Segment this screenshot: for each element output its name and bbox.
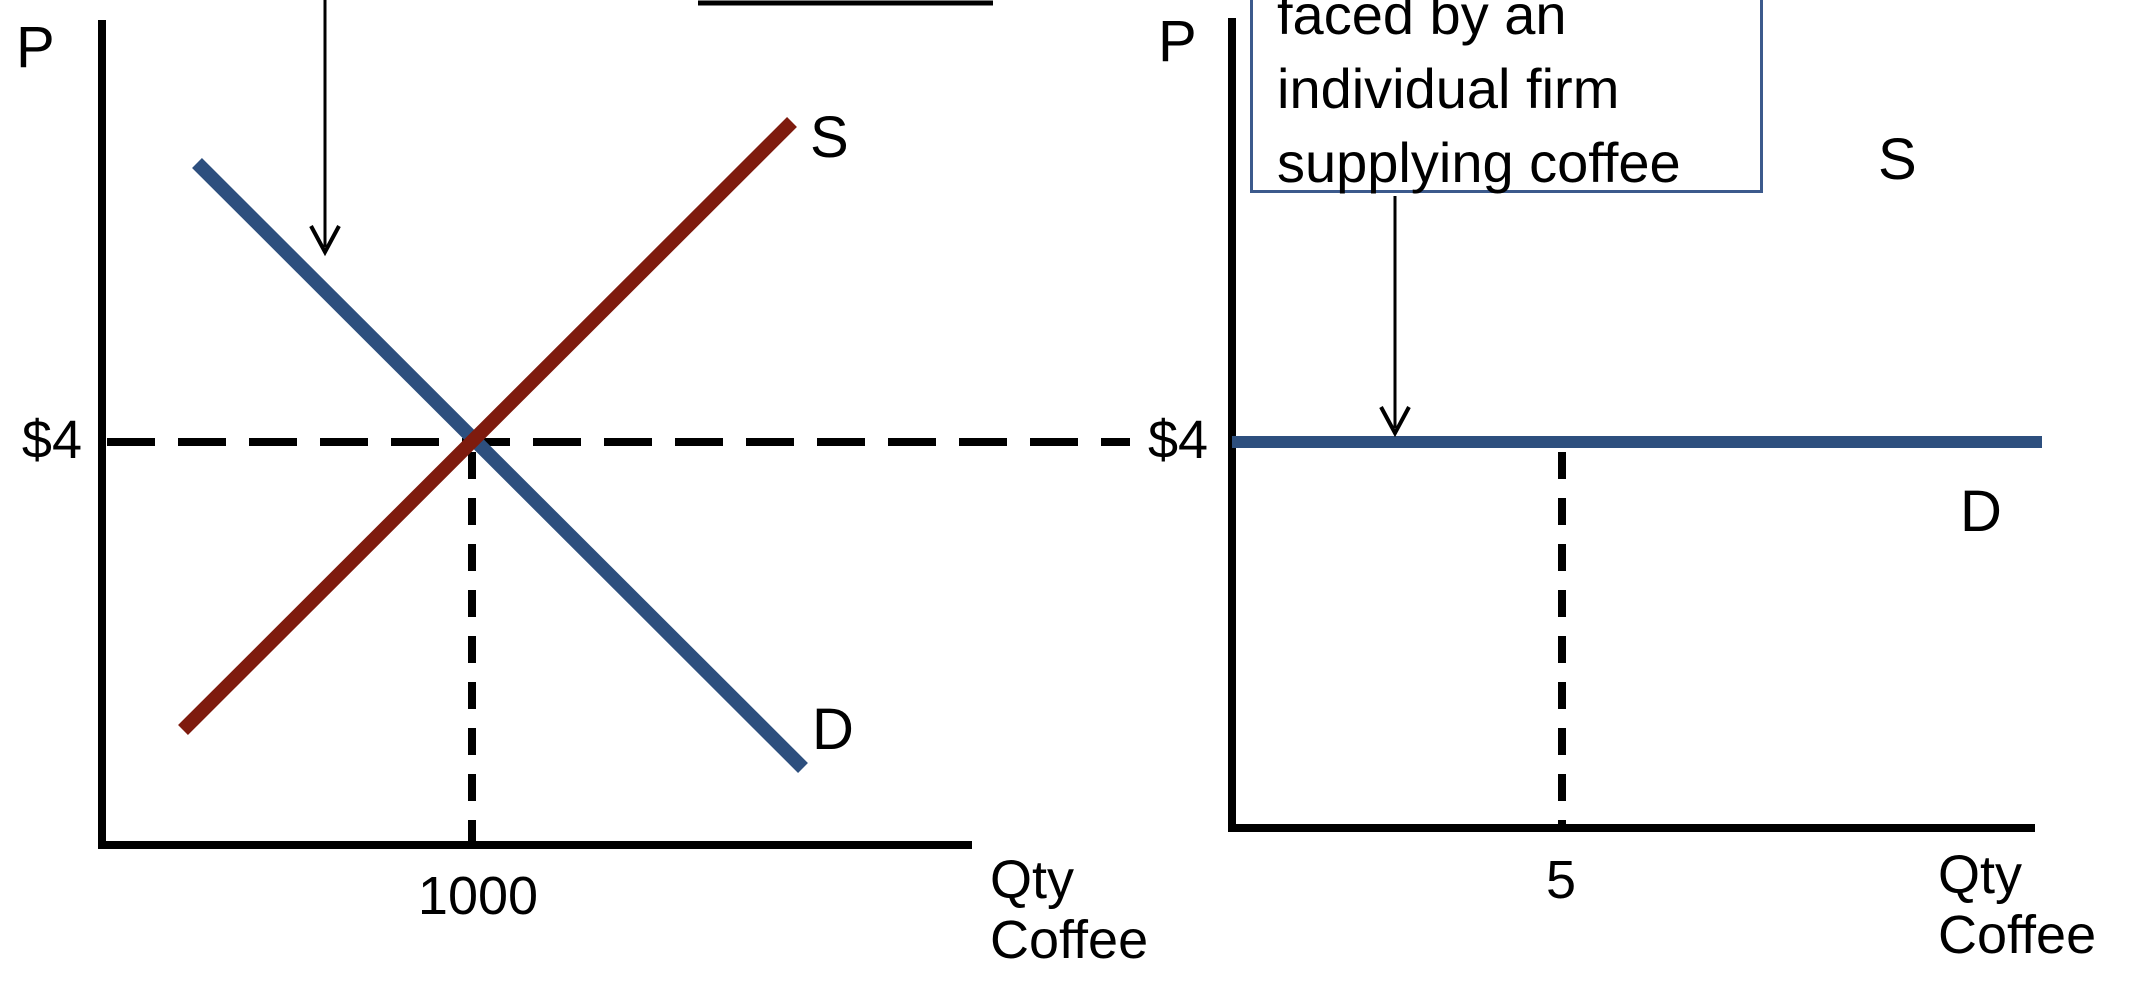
right-x-axis-label: Qty Coffee [1938,845,2096,965]
left-demand-curve [192,158,808,773]
left-price-label: $4 [21,410,82,470]
left-y-axis-label: P [16,15,55,80]
left-supply-label: S [810,105,849,170]
left-quantity-tick-label: 1000 [417,866,539,926]
left-x-axis-label-line2: Coffee [990,910,1149,970]
right-axes [1228,18,2035,832]
left-demand-label: D [812,697,854,762]
left-x-axis-label: Qty Coffee [990,850,1148,970]
annotation-line-1: faced by an [1277,0,1567,46]
right-quantity-tick-label: 5 [1545,850,1577,910]
right-x-axis-label-line1: Qty [1938,845,2023,905]
left-supply-curve [178,117,797,735]
left-x-axis-label-line1: Qty [990,850,1075,910]
left-axes [98,20,972,849]
right-y-axis-label: P [1158,9,1197,74]
right-annotation-arrowhead [1379,406,1411,438]
right-x-axis-label-line2: Coffee [1938,905,2097,965]
right-price-label: $4 [1148,410,1209,470]
left-annotation-arrowhead [309,225,341,257]
annotation-line-3: supplying coffee [1277,131,1681,194]
annotation-line-2: individual firm [1277,57,1620,120]
annotation-callout-box: faced by an individual firm supplying co… [1250,0,1763,194]
right-demand-label: D [1960,479,2002,544]
right-supply-label: S [1878,127,1917,192]
annotation-text: faced by an individual firm supplying co… [1253,0,1760,200]
